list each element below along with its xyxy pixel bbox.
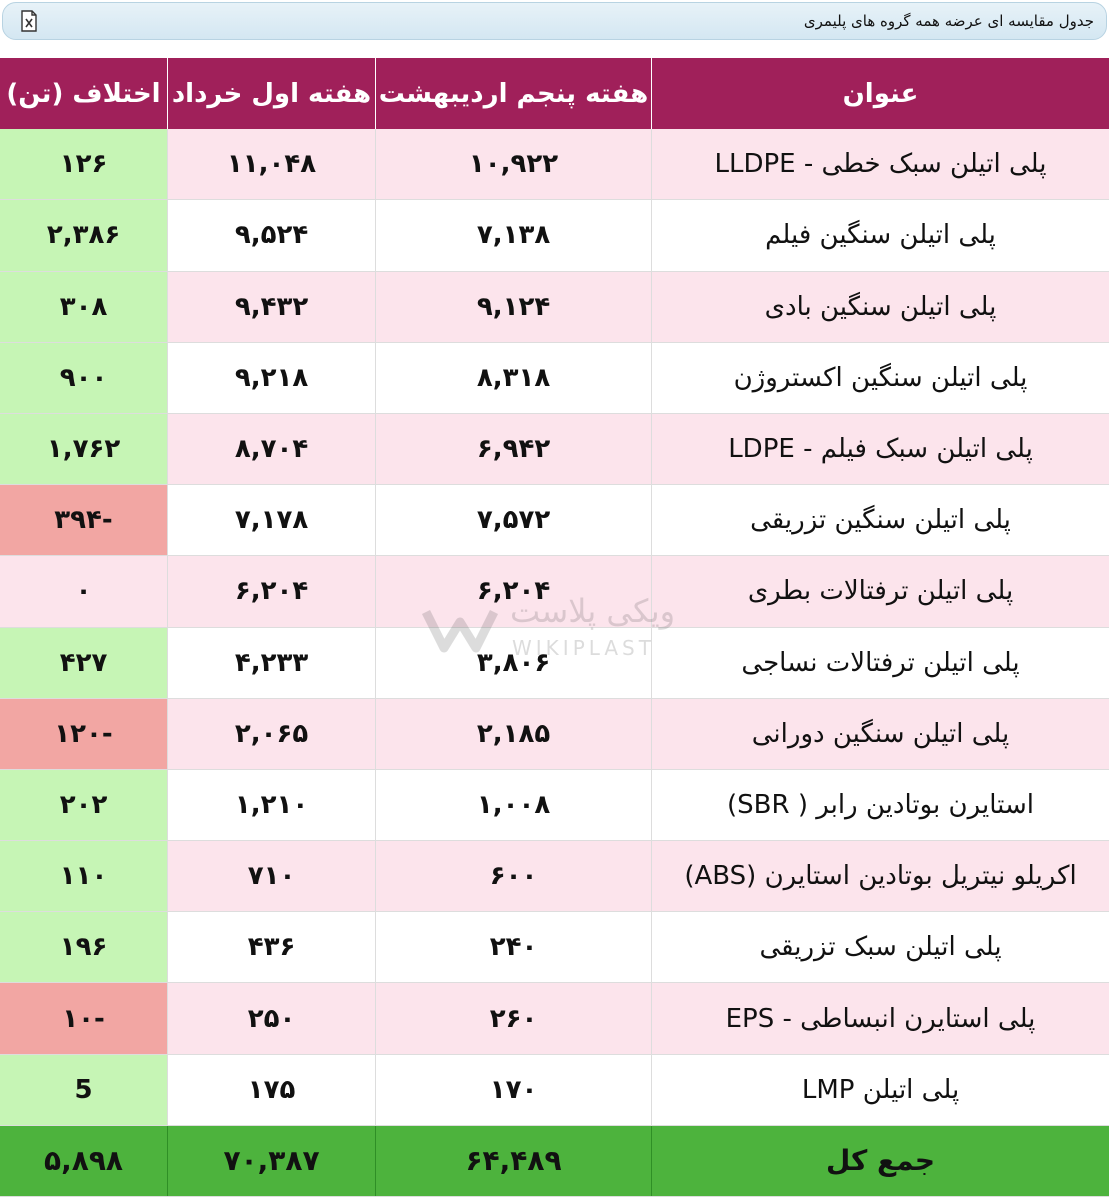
table-row: پلی اتیلن سبک خطی - LLDPE ۱۰,۹۲۲ ۱۱,۰۴۸ ۱۲۶: [0, 129, 1109, 201]
row-week5: ۷,۱۳۸: [375, 200, 651, 271]
table-row: پلی اتیلن سنگین دورانی ۲,۱۸۵ ۲,۰۶۵ -۱۲۰: [0, 698, 1109, 770]
row-difference: ۰: [0, 556, 167, 627]
table-row: استایرن بوتادین رابر ( SBR) ۱,۰۰۸ ۱,۲۱۰ ۲۰۲: [0, 769, 1109, 842]
table-header-row: عنوان هفته پنجم اردیبهشت هفته اول خرداد …: [0, 58, 1109, 130]
row-week1: ۱,۲۱۰: [167, 769, 375, 841]
table-body: پلی اتیلن سبک خطی - LLDPE ۱۰,۹۲۲ ۱۱,۰۴۸ ۱۲۶…: [0, 129, 1109, 1126]
row-title: پلی اتیلن سنگین فیلم: [651, 200, 1109, 271]
total-difference: ۵,۸۹۸: [0, 1125, 167, 1196]
row-title: اکریلو نیتریل بوتادین استایرن (ABS): [651, 841, 1109, 912]
header-difference: اختلاف (تن): [0, 58, 167, 130]
row-week1: ۹,۵۲۴: [167, 200, 375, 271]
table-row: پلی اتیلن سنگین تزریقی ۷,۵۷۲ ۷,۱۷۸ -۳۹۴: [0, 485, 1109, 557]
row-title: پلی اتیلن ترفتالات نساجی: [651, 627, 1109, 698]
row-week5: ۶,۹۴۲: [375, 413, 651, 485]
row-title: پلی اتیلن سبک تزریقی: [651, 912, 1109, 983]
row-difference: ۱۱۰: [0, 841, 167, 912]
table-row: پلی اتیلن سنگین فیلم ۷,۱۳۸ ۹,۵۲۴ ۲,۳۸۶: [0, 200, 1109, 272]
row-week5: ۲۴۰: [375, 912, 651, 983]
row-week1: ۷۱۰: [167, 841, 375, 912]
row-title: پلی اتیلن ترفتالات بطری: [651, 556, 1109, 627]
table-row: پلی استایرن انبساطی - EPS ۲۶۰ ۲۵۰ -۱۰: [0, 983, 1109, 1055]
header-week1-khordad: هفته اول خرداد: [167, 58, 375, 130]
row-week5: ۱۷۰: [375, 1054, 651, 1125]
row-week1: ۲۵۰: [167, 983, 375, 1054]
row-difference: ۱۲۶: [0, 129, 167, 200]
row-difference: ۲,۳۸۶: [0, 200, 167, 271]
row-title: پلی اتیلن سبک خطی - LLDPE: [651, 129, 1109, 200]
row-difference: ۲۰۲: [0, 769, 167, 841]
row-week1: ۶,۲۰۴: [167, 556, 375, 627]
row-week5: ۶,۲۰۴: [375, 556, 651, 627]
comparison-table: عنوان هفته پنجم اردیبهشت هفته اول خرداد …: [0, 58, 1109, 1197]
row-week5: ۲,۱۸۵: [375, 698, 651, 769]
row-difference: -۱۲۰: [0, 698, 167, 769]
row-week1: ۲,۰۶۵: [167, 698, 375, 769]
row-week1: ۹,۴۳۲: [167, 271, 375, 342]
total-week1: ۷۰,۳۸۷: [167, 1125, 375, 1196]
total-week5: ۶۴,۴۸۹: [375, 1125, 651, 1196]
row-week1: ۱۱,۰۴۸: [167, 129, 375, 200]
row-week1: ۹,۲۱۸: [167, 342, 375, 413]
row-week5: ۹,۱۲۴: [375, 271, 651, 342]
row-week5: ۲۶۰: [375, 983, 651, 1054]
row-difference: 5: [0, 1054, 167, 1125]
table-title-bar: جدول مقایسه ای عرضه همه گروه های پلیمری: [2, 2, 1107, 40]
row-week5: ۸,۳۱۸: [375, 342, 651, 413]
row-difference: -۳۹۴: [0, 485, 167, 556]
row-title: پلی اتیلن سنگین اکستروژن: [651, 342, 1109, 413]
row-week1: ۱۷۵: [167, 1054, 375, 1125]
excel-file-icon[interactable]: [17, 9, 41, 33]
row-week5: ۶۰۰: [375, 841, 651, 912]
row-week5: ۳,۸۰۶: [375, 627, 651, 698]
row-week1: ۴۳۶: [167, 912, 375, 983]
table-row: اکریلو نیتریل بوتادین استایرن (ABS) ۶۰۰ ۷۱…: [0, 841, 1109, 913]
row-week5: ۱,۰۰۸: [375, 769, 651, 841]
row-title: پلی استایرن انبساطی - EPS: [651, 983, 1109, 1054]
row-title: پلی اتیلن سنگین تزریقی: [651, 485, 1109, 556]
table-row: پلی اتیلن LMP ۱۷۰ ۱۷۵ 5: [0, 1054, 1109, 1126]
row-week5: ۱۰,۹۲۲: [375, 129, 651, 200]
row-difference: ۳۰۸: [0, 271, 167, 342]
table-row: پلی اتیلن سنگین اکستروژن ۸,۳۱۸ ۹,۲۱۸ ۹۰۰: [0, 342, 1109, 414]
row-difference: ۴۲۷: [0, 627, 167, 698]
row-title: پلی اتیلن سنگین دورانی: [651, 698, 1109, 769]
header-title: عنوان: [651, 58, 1109, 130]
row-week1: ۷,۱۷۸: [167, 485, 375, 556]
row-week1: ۴,۲۳۳: [167, 627, 375, 698]
row-week1: ۸,۷۰۴: [167, 413, 375, 485]
table-row: پلی اتیلن ترفتالات بطری ۶,۲۰۴ ۶,۲۰۴ ۰: [0, 556, 1109, 628]
row-title: استایرن بوتادین رابر ( SBR): [651, 769, 1109, 841]
row-title: پلی اتیلن سبک فیلم - LDPE: [651, 413, 1109, 485]
table-row: پلی اتیلن سبک فیلم - LDPE ۶,۹۴۲ ۸,۷۰۴ ۱,۷۶۲: [0, 413, 1109, 486]
table-title: جدول مقایسه ای عرضه همه گروه های پلیمری: [803, 12, 1094, 30]
row-title: پلی اتیلن LMP: [651, 1054, 1109, 1125]
total-label: جمع کل: [651, 1125, 1109, 1196]
total-row: جمع کل ۶۴,۴۸۹ ۷۰,۳۸۷ ۵,۸۹۸: [0, 1125, 1109, 1197]
table-row: پلی اتیلن سنگین بادی ۹,۱۲۴ ۹,۴۳۲ ۳۰۸: [0, 271, 1109, 343]
table-row: پلی اتیلن ترفتالات نساجی ۳,۸۰۶ ۴,۲۳۳ ۴۲۷: [0, 627, 1109, 699]
row-difference: -۱۰: [0, 983, 167, 1054]
row-title: پلی اتیلن سنگین بادی: [651, 271, 1109, 342]
row-difference: ۱,۷۶۲: [0, 413, 167, 485]
header-week5-ordibehesht: هفته پنجم اردیبهشت: [375, 58, 651, 130]
table-row: پلی اتیلن سبک تزریقی ۲۴۰ ۴۳۶ ۱۹۶: [0, 912, 1109, 984]
row-difference: ۱۹۶: [0, 912, 167, 983]
row-difference: ۹۰۰: [0, 342, 167, 413]
row-week5: ۷,۵۷۲: [375, 485, 651, 556]
